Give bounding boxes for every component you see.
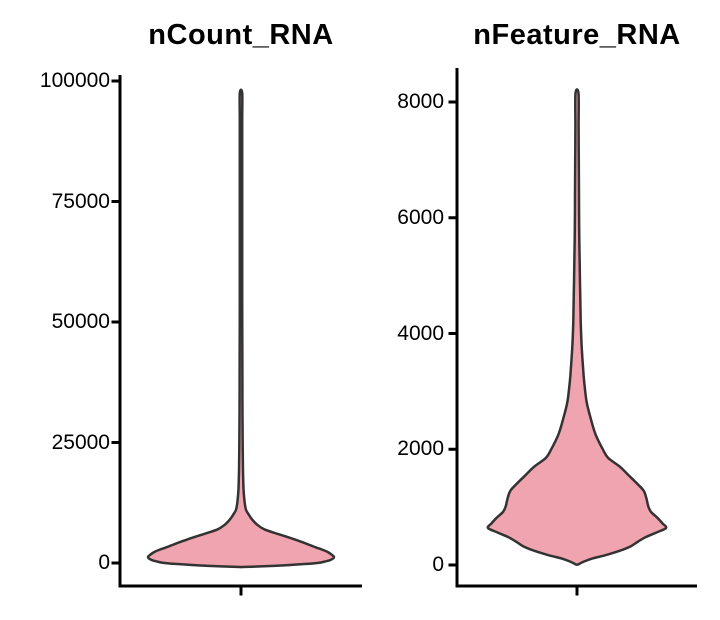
y-tick-label: 8000 — [397, 90, 444, 113]
y-tick-label: 6000 — [397, 205, 444, 229]
y-tick-label: 0 — [98, 551, 110, 574]
y-tick-label: 50000 — [51, 310, 110, 333]
violin-ncount-rna — [146, 88, 336, 569]
axis-spine-panel-1 — [455, 68, 697, 588]
y-tick-label: 100000 — [39, 69, 110, 92]
panel-title-nfeature-rna: nFeature_RNA — [473, 19, 681, 51]
y-tick-label: 75000 — [51, 189, 110, 213]
y-tick-label: 2000 — [397, 437, 444, 461]
y-tick-label: 25000 — [51, 430, 110, 454]
violin-nfeature-rna — [486, 88, 668, 566]
y-tick-label: 0 — [432, 553, 444, 576]
axis-spine-panel-0 — [118, 75, 362, 588]
y-tick-label: 4000 — [397, 321, 444, 345]
panel-title-ncount-rna: nCount_RNA — [148, 19, 334, 51]
